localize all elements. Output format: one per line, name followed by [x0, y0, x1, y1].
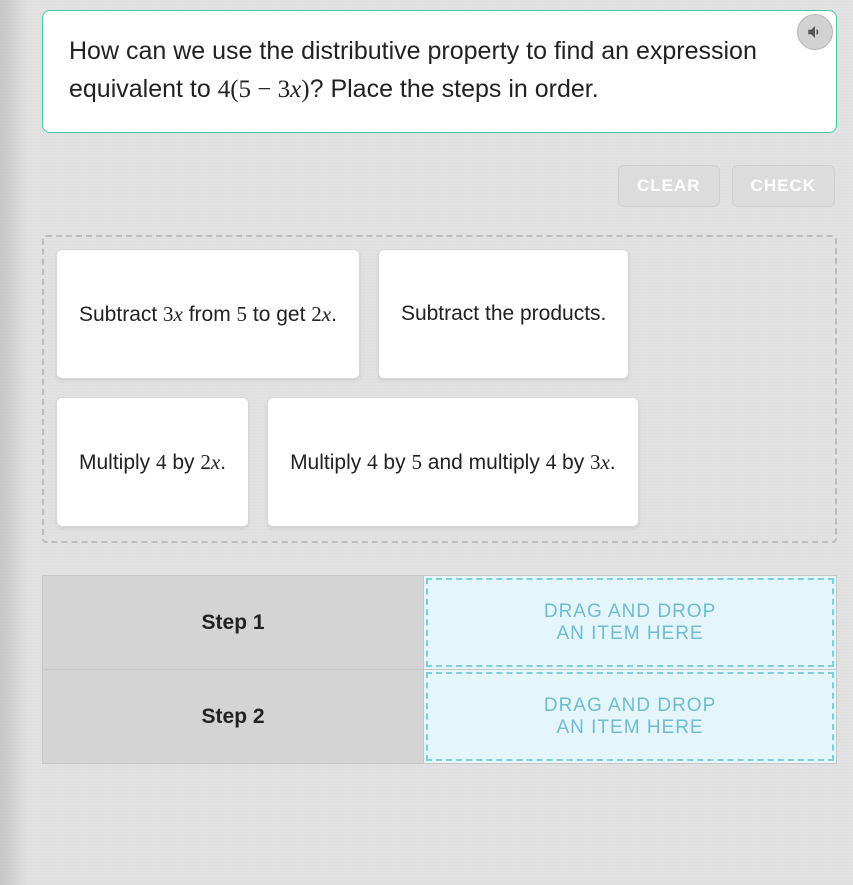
- drop-line: DRAG AND DROP: [544, 695, 716, 717]
- drop-placeholder: DRAG AND DROP AN ITEM HERE: [426, 672, 834, 761]
- steps-table: Step 1 DRAG AND DROP AN ITEM HERE Step 2…: [42, 575, 837, 764]
- main-content: How can we use the distributive property…: [28, 0, 853, 885]
- step-label: Step 2: [43, 670, 424, 764]
- pool-row: Multiply 4 by 2x. Multiply 4 by 5 and mu…: [56, 397, 823, 527]
- question-card: How can we use the distributive property…: [42, 10, 837, 133]
- check-button[interactable]: CHECK: [732, 165, 835, 207]
- action-button-row: CLEAR CHECK: [42, 165, 835, 207]
- tile-text: Subtract 3x from 5 to get 2x.: [79, 302, 337, 327]
- question-suffix: ? Place the steps in order.: [310, 75, 599, 103]
- step-label: Step 1: [43, 576, 424, 670]
- answer-tile[interactable]: Subtract the products.: [378, 249, 629, 379]
- left-edge-shadow: [0, 0, 28, 885]
- answer-tile[interactable]: Multiply 4 by 2x.: [56, 397, 249, 527]
- drop-line: DRAG AND DROP: [544, 601, 716, 623]
- question-expression: 4(5 − 3x): [218, 76, 310, 103]
- answer-tile[interactable]: Subtract 3x from 5 to get 2x.: [56, 249, 360, 379]
- tile-text: Multiply 4 by 5 and multiply 4 by 3x.: [290, 450, 616, 475]
- drop-line: AN ITEM HERE: [556, 623, 703, 645]
- drop-target[interactable]: DRAG AND DROP AN ITEM HERE: [424, 576, 837, 670]
- drop-line: AN ITEM HERE: [556, 717, 703, 739]
- answer-pool: Subtract 3x from 5 to get 2x. Subtract t…: [42, 235, 837, 543]
- speaker-icon: [806, 23, 824, 41]
- drop-placeholder: DRAG AND DROP AN ITEM HERE: [426, 578, 834, 667]
- table-row: Step 1 DRAG AND DROP AN ITEM HERE: [43, 576, 837, 670]
- audio-button[interactable]: [797, 14, 833, 50]
- clear-button[interactable]: CLEAR: [618, 165, 720, 207]
- drop-target[interactable]: DRAG AND DROP AN ITEM HERE: [424, 670, 837, 764]
- table-row: Step 2 DRAG AND DROP AN ITEM HERE: [43, 670, 837, 764]
- answer-tile[interactable]: Multiply 4 by 5 and multiply 4 by 3x.: [267, 397, 639, 527]
- tile-text: Multiply 4 by 2x.: [79, 450, 226, 475]
- tile-text: Subtract the products.: [401, 302, 606, 326]
- pool-row: Subtract 3x from 5 to get 2x. Subtract t…: [56, 249, 823, 379]
- question-text: How can we use the distributive property…: [69, 37, 757, 103]
